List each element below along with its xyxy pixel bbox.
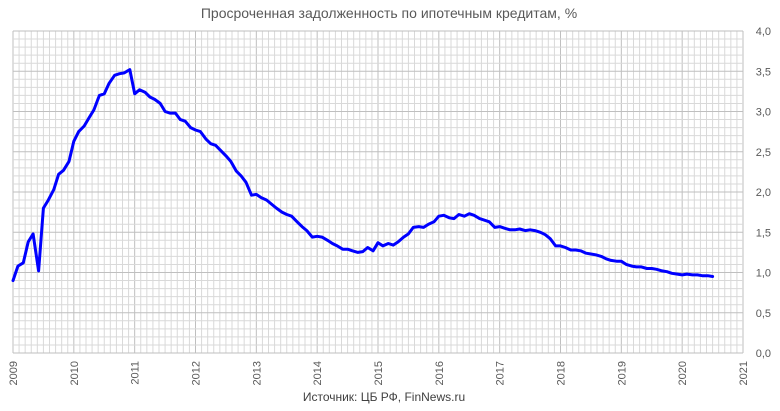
y-tick-label: 0,5	[756, 308, 771, 320]
x-tick-label: 2019	[616, 361, 628, 385]
x-tick-label: 2017	[495, 361, 507, 385]
x-tick-label: 2014	[312, 361, 324, 385]
x-tick-label: 2010	[69, 361, 81, 385]
x-tick-label: 2012	[191, 361, 203, 385]
y-tick-label: 3,0	[756, 107, 771, 119]
y-tick-label: 4,0	[756, 26, 771, 38]
y-axis: 0,0 0,5 1,0 1,5 2,0 2,5 3,0 3,5 4,0	[756, 26, 771, 360]
series-line	[11, 68, 715, 283]
series-group	[11, 68, 715, 283]
chart-source: Источник: ЦБ РФ, FinNews.ru	[303, 390, 465, 404]
x-tick-label: 2015	[373, 361, 385, 385]
y-tick-label: 2,5	[756, 147, 771, 159]
x-tick-label: 2009	[8, 361, 20, 385]
y-tick-label: 1,0	[756, 268, 771, 280]
x-axis: 2009 2010 2011 2012 2013 2014 2015 2016 2017 2018…	[8, 361, 750, 385]
x-tick-label: 2011	[130, 361, 142, 385]
y-tick-label: 2,0	[756, 187, 771, 199]
x-tick-label: 2020	[677, 361, 689, 385]
y-tick-label: 1,5	[756, 227, 771, 239]
grid	[12, 30, 744, 354]
x-tick-label: 2016	[434, 361, 446, 385]
y-tick-label: 0,0	[756, 348, 771, 360]
x-tick-label: 2013	[251, 361, 263, 385]
chart-title: Просроченная задолженность по ипотечным …	[201, 5, 577, 21]
x-tick-label: 2018	[556, 361, 568, 385]
y-tick-label: 3,5	[756, 66, 771, 78]
x-tick-label: 2021	[738, 361, 750, 385]
